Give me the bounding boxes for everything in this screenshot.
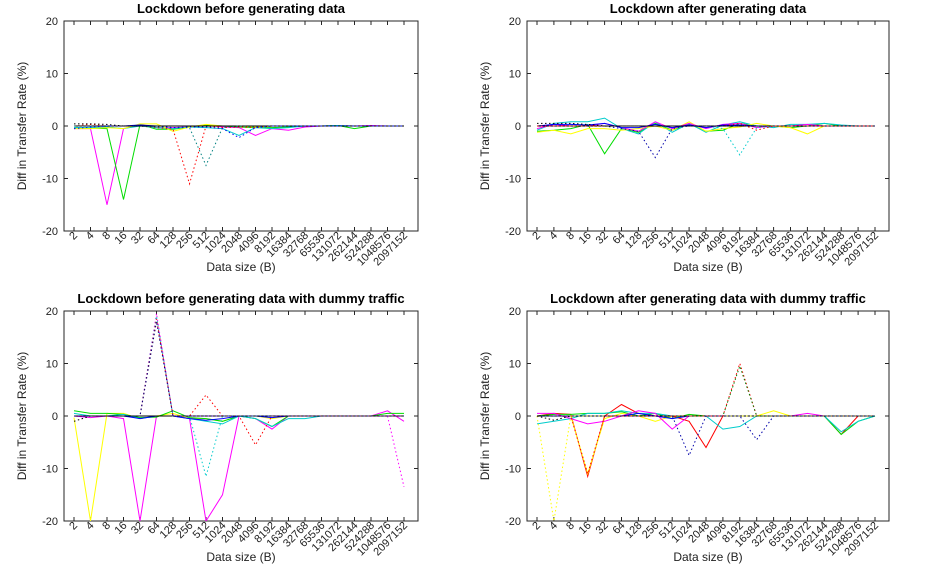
- series-line-2: [73, 123, 404, 200]
- series-line-8: [536, 415, 875, 521]
- series-line-10: [537, 122, 875, 127]
- series-line-2: [73, 412, 404, 521]
- y-tick-label: 0: [515, 411, 521, 423]
- series-line-11: [537, 415, 875, 457]
- x-tick-label: 8: [100, 230, 113, 243]
- series-line-3: [536, 411, 876, 436]
- x-axis-label: Data size (B): [206, 550, 275, 564]
- x-tick-label: 4: [84, 520, 97, 533]
- chart-title: Lockdown before generating data with dum…: [77, 291, 404, 306]
- y-tick-label: 10: [46, 69, 58, 81]
- x-tick-label: 8: [564, 520, 577, 533]
- y-tick-label: -10: [42, 464, 58, 476]
- y-tick-label: 0: [52, 411, 58, 423]
- y-axis-label: Diff in Transfer Rate (%): [478, 62, 492, 190]
- x-tick-label: 16: [112, 520, 129, 537]
- y-tick-label: -10: [505, 174, 521, 186]
- x-tick-label: 16: [112, 230, 129, 247]
- series-line-2: [536, 117, 875, 135]
- y-tick-label: 20: [46, 16, 58, 28]
- x-tick-label: 4: [547, 520, 560, 533]
- y-tick-label: 10: [46, 359, 58, 371]
- x-tick-label: 16: [577, 520, 594, 537]
- series-line-10: [74, 321, 404, 417]
- x-axis-label: Data size (B): [206, 260, 275, 274]
- series-line-7: [537, 125, 875, 159]
- series-line-8: [74, 316, 404, 479]
- x-axis-label: Data size (B): [673, 260, 742, 274]
- series-line-9: [74, 318, 404, 446]
- x-tick-label: 32: [129, 520, 146, 537]
- series-group: [73, 313, 405, 521]
- series-line-8: [537, 125, 875, 156]
- chart-title: Lockdown before generating data: [137, 1, 346, 16]
- series-line-1: [73, 410, 405, 521]
- series-group: [536, 361, 876, 521]
- x-tick-label: 4: [84, 230, 97, 243]
- y-axis-label: Diff in Transfer Rate (%): [478, 352, 492, 480]
- series-line-4: [536, 410, 876, 433]
- x-tick-label: 16: [577, 230, 594, 247]
- series-line-8: [74, 125, 404, 167]
- series-line-2: [537, 410, 875, 476]
- y-axis-label: Diff in Transfer Rate (%): [15, 62, 29, 190]
- y-tick-label: -20: [505, 226, 521, 238]
- x-tick-label: 8: [564, 230, 577, 243]
- x-axis-label: Data size (B): [673, 550, 742, 564]
- x-tick-label: 32: [594, 520, 611, 537]
- y-tick-label: -20: [505, 516, 521, 528]
- y-tick-label: 20: [509, 16, 521, 28]
- series-line-1: [536, 403, 875, 479]
- series-line-9: [73, 125, 404, 139]
- series-line-1: [74, 123, 404, 205]
- x-tick-label: 32: [129, 230, 146, 247]
- series-line-3: [536, 121, 875, 135]
- x-tick-label: 32: [594, 230, 611, 247]
- x-tick-label: 2: [67, 230, 80, 243]
- y-tick-label: 0: [515, 121, 521, 133]
- y-tick-label: -10: [505, 464, 521, 476]
- chart-title: Lockdown after generating data: [610, 1, 807, 16]
- y-tick-label: 10: [509, 69, 521, 81]
- x-tick-label: 8: [100, 520, 113, 533]
- series-line-7: [73, 123, 404, 186]
- series-group: [73, 123, 404, 205]
- y-tick-label: -20: [42, 226, 58, 238]
- y-tick-label: 10: [509, 359, 521, 371]
- series-line-9: [537, 361, 875, 476]
- chart-title: Lockdown after generating data with dumm…: [550, 291, 866, 306]
- y-tick-label: 20: [46, 306, 58, 318]
- series-line-10: [74, 123, 404, 127]
- y-tick-label: -20: [42, 516, 58, 528]
- series-line-10: [537, 364, 875, 417]
- series-line-12: [536, 415, 875, 421]
- y-tick-label: 20: [509, 306, 521, 318]
- series-group: [536, 117, 875, 159]
- y-axis-label: Diff in Transfer Rate (%): [15, 352, 29, 480]
- series-line-7: [74, 313, 405, 488]
- x-tick-label: 2: [67, 520, 80, 533]
- x-tick-label: 4: [547, 230, 560, 243]
- x-tick-label: 2: [530, 520, 543, 533]
- y-tick-label: 0: [52, 121, 58, 133]
- x-tick-label: 2: [530, 230, 543, 243]
- y-tick-label: -10: [42, 174, 58, 186]
